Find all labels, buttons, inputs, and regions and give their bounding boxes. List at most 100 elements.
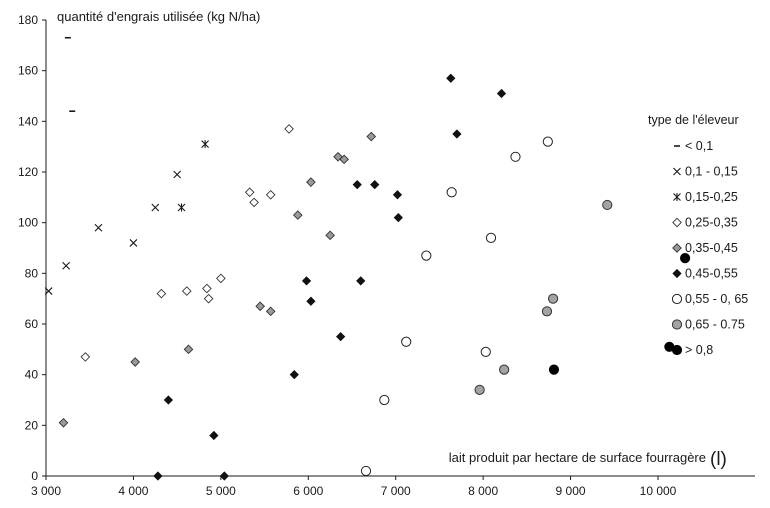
data-point [129, 239, 138, 247]
legend-item: 0,65 - 0.75 [671, 318, 745, 332]
legend-label: 0,45-0,55 [685, 267, 738, 281]
series [177, 140, 210, 212]
legend-label: 0,55 - 0, 65 [685, 292, 748, 306]
y-tick-label: 180 [18, 13, 38, 27]
data-point [325, 230, 335, 241]
legend-item: > 0,8 [671, 343, 713, 357]
data-point [58, 417, 69, 428]
data-point [292, 210, 303, 220]
data-points [44, 36, 691, 481]
y-tick-label: 40 [25, 368, 39, 382]
data-point [265, 306, 276, 317]
legend-marker [671, 319, 683, 330]
data-point [496, 88, 507, 99]
data-point [151, 203, 160, 212]
legend-item: 0,35-0,45 [672, 241, 738, 255]
data-point [94, 223, 103, 232]
data-point [446, 73, 456, 83]
y-tick-label: 60 [25, 317, 39, 331]
data-point [181, 286, 192, 296]
x-axis-title: lait produit par hectare de surface four… [449, 450, 706, 465]
data-point [401, 336, 412, 347]
data-point [480, 346, 491, 357]
data-point [339, 154, 349, 165]
data-point [379, 394, 390, 406]
y-ticks: 0 20 40 60 80 100 120 140 160 180 [18, 13, 46, 483]
data-point [219, 471, 229, 481]
legend-item: 0,25-0,35 [672, 216, 738, 230]
series [80, 124, 294, 362]
data-point [130, 357, 141, 367]
data-point [80, 352, 91, 362]
x-tick-label: 6 000 [293, 484, 323, 498]
x-tick-label: 7 000 [381, 484, 411, 498]
legend-marker [671, 344, 683, 356]
data-point [485, 232, 497, 243]
y-axis-title: quantité d'engrais utilisée (kg N/ha) [57, 9, 260, 24]
legend-label: 0,25-0,35 [685, 216, 738, 230]
data-point [201, 140, 210, 149]
x-tick-label: 9 000 [556, 484, 586, 498]
data-point [153, 471, 163, 481]
data-point [421, 250, 432, 261]
data-point [289, 370, 299, 380]
x-axis-unit: (l) [710, 449, 727, 470]
data-point [249, 197, 259, 208]
axes: 3 000 4 000 5 000 6 000 7 000 8 000 9 000 10 00… [18, 13, 755, 498]
legend-marker [672, 243, 682, 253]
y-tick-label: 80 [25, 266, 39, 280]
data-point [301, 276, 312, 286]
data-point [209, 430, 219, 441]
data-point [244, 187, 255, 198]
y-tick-label: 20 [25, 418, 39, 432]
y-tick-label: 0 [31, 469, 38, 483]
data-point [499, 364, 510, 375]
x-ticks: 3 000 4 000 5 000 6 000 7 000 8 000 9 000 10 00… [31, 476, 677, 498]
x-tick-label: 8 000 [468, 484, 498, 498]
legend-label: 0,1 - 0,15 [685, 165, 738, 179]
data-point [474, 384, 485, 395]
data-point [360, 465, 372, 477]
legend-label: < 0,1 [685, 139, 713, 153]
data-point [370, 180, 380, 190]
data-point [542, 136, 553, 147]
y-tick-label: 120 [18, 165, 38, 179]
series [474, 199, 613, 395]
y-tick-label: 160 [18, 64, 38, 78]
legend-item: < 0,1 [674, 139, 713, 153]
data-point [173, 170, 182, 179]
legend-item: 0,1 - 0,15 [673, 165, 738, 179]
legend: type de l'éleveur < 0,1 0,1 - 0,15 0,15-0,… [648, 113, 748, 357]
legend-label: 0,35-0,45 [685, 241, 738, 255]
data-point [202, 283, 212, 294]
data-point [352, 180, 362, 190]
data-point [452, 129, 462, 139]
legend-title: type de l'éleveur [648, 113, 739, 127]
legend-label: > 0,8 [685, 343, 713, 357]
legend-marker [673, 167, 681, 176]
legend-item: 0,55 - 0, 65 [671, 292, 748, 306]
data-point [356, 276, 366, 286]
data-point [392, 190, 403, 200]
series [360, 136, 553, 477]
data-point [284, 124, 294, 134]
data-point [163, 395, 174, 405]
legend-label: 0,65 - 0.75 [685, 318, 745, 332]
y-tick-label: 140 [18, 114, 38, 128]
data-point [306, 177, 316, 187]
legend-items: < 0,1 0,1 - 0,15 0,15-0,25 0,25-0,35 0,35-0,… [671, 139, 748, 357]
data-point [62, 261, 70, 270]
legend-item: 0,15-0,25 [673, 190, 738, 204]
data-point [366, 131, 377, 142]
data-point [680, 253, 691, 264]
legend-marker [672, 268, 682, 279]
legend-label: 0,15-0,25 [685, 190, 738, 204]
data-point [336, 332, 346, 342]
series [153, 73, 507, 481]
data-point [306, 296, 316, 306]
data-point [446, 187, 457, 198]
series [548, 253, 691, 375]
series [58, 131, 377, 428]
data-point [203, 293, 214, 304]
